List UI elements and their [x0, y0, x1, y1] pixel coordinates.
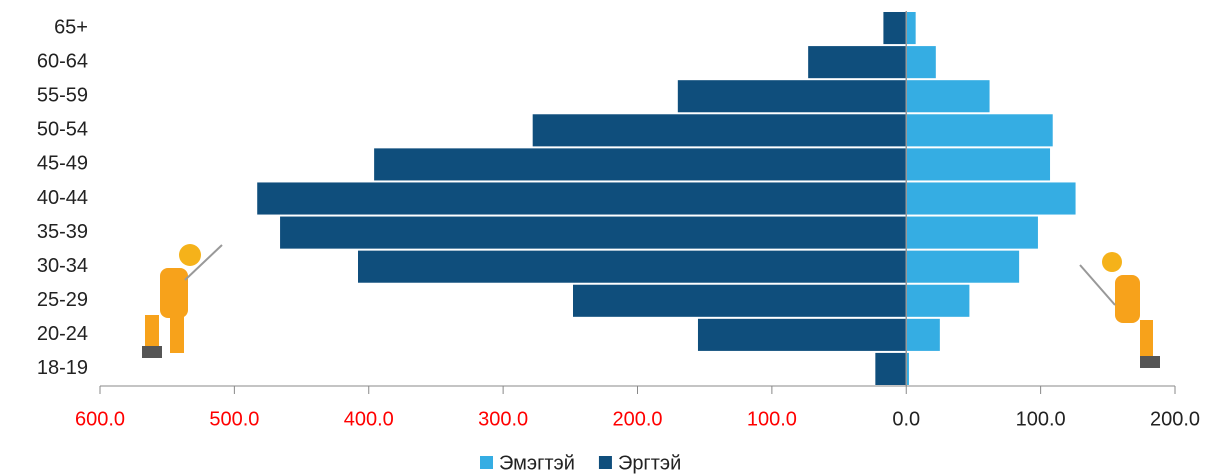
- y-tick-label: 55-59: [37, 85, 88, 107]
- y-tick-label: 35-39: [37, 221, 88, 243]
- bar: [906, 352, 909, 385]
- legend-label: Эмэгтэй: [499, 452, 575, 474]
- legend-swatch: [598, 456, 612, 469]
- y-tick-label: 65+: [54, 16, 88, 38]
- y-tick-label: 30-34: [37, 255, 88, 277]
- x-tick-label: 100.0: [747, 408, 797, 430]
- x-tick-label: 300.0: [478, 408, 528, 430]
- legend-swatch: [480, 456, 493, 469]
- bar: [697, 318, 907, 351]
- bar: [906, 46, 936, 79]
- bar: [906, 148, 1051, 181]
- x-tick-label: 400.0: [344, 408, 394, 430]
- bar: [808, 46, 907, 79]
- bar: [573, 284, 907, 317]
- y-tick-label: 60-64: [37, 50, 88, 72]
- x-tick-label: 200.0: [612, 408, 662, 430]
- miner-right: [1079, 252, 1160, 368]
- bar: [257, 182, 907, 215]
- x-tick-label: 0.0: [892, 408, 920, 430]
- legend-label: Эргтэй: [618, 452, 681, 474]
- y-tick-label: 50-54: [37, 119, 88, 141]
- bar: [280, 216, 907, 249]
- x-tick-label: 100.0: [1016, 408, 1066, 430]
- bar: [906, 216, 1038, 249]
- bar: [883, 12, 907, 45]
- bar: [677, 80, 907, 113]
- x-tick-label: 200.0: [1150, 408, 1200, 430]
- x-tick-label: 600.0: [75, 408, 125, 430]
- y-tick-label: 45-49: [37, 153, 88, 175]
- bar: [906, 114, 1053, 147]
- bar: [906, 284, 970, 317]
- bar: [374, 148, 907, 181]
- bar: [875, 352, 907, 385]
- bar: [532, 114, 907, 147]
- miner-left: [142, 244, 223, 358]
- y-tick-label: 20-24: [37, 323, 88, 345]
- y-tick-label: 25-29: [37, 289, 88, 311]
- bar: [906, 12, 916, 45]
- bar: [906, 250, 1020, 283]
- bar: [906, 182, 1076, 215]
- y-tick-label: 18-19: [37, 357, 88, 379]
- y-tick-label: 40-44: [37, 187, 88, 209]
- x-tick-label: 500.0: [209, 408, 259, 430]
- bar: [906, 318, 940, 351]
- bar: [906, 80, 990, 113]
- bar: [358, 250, 907, 283]
